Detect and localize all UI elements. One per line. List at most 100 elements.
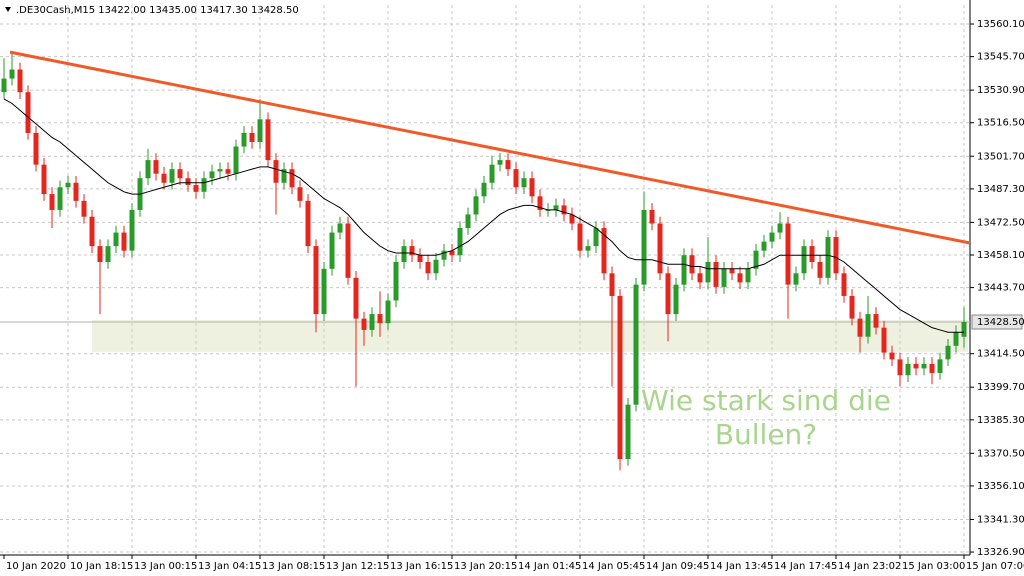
candle-body xyxy=(361,318,367,330)
candle-body xyxy=(601,228,607,274)
candle-body xyxy=(281,169,287,183)
candle-body xyxy=(529,178,535,197)
candle-body xyxy=(721,268,727,287)
x-tick-label: 13 Jan 08:15 xyxy=(262,561,325,572)
candle-body xyxy=(745,268,751,283)
candle-body xyxy=(625,404,631,459)
candle-body xyxy=(945,345,951,360)
candle-body xyxy=(97,246,103,262)
candle-body xyxy=(865,314,871,337)
candle-body xyxy=(89,216,95,247)
candle-body xyxy=(385,300,391,324)
y-tick-label: 13530.90 xyxy=(977,85,1024,96)
candle-body xyxy=(329,232,335,269)
candle-body xyxy=(505,160,511,170)
candle-body xyxy=(257,119,263,142)
candle-body xyxy=(825,237,831,278)
x-tick-label: 13 Jan 00:15 xyxy=(134,561,197,572)
candle-body xyxy=(105,246,111,262)
menu-arrow[interactable] xyxy=(5,7,11,12)
candle-body xyxy=(769,232,775,242)
candle-body xyxy=(681,255,687,285)
x-tick-label: 14 Jan 23:02 xyxy=(838,561,901,572)
candle-body xyxy=(521,178,527,188)
y-tick-label: 13370.50 xyxy=(977,448,1024,459)
y-tick-label: 13399.70 xyxy=(977,382,1024,393)
candle-body xyxy=(761,241,767,251)
candle-body xyxy=(585,246,591,251)
candle-body xyxy=(553,205,559,210)
candle-body xyxy=(113,232,119,247)
candle-body xyxy=(73,182,79,201)
candle-body xyxy=(305,200,311,247)
y-tick-label: 13458.10 xyxy=(977,250,1024,261)
candle-body xyxy=(705,261,711,283)
candle-body xyxy=(849,295,855,319)
annotation: Bullen? xyxy=(715,418,817,451)
candle-body xyxy=(417,255,423,262)
candle-body xyxy=(689,255,695,274)
candle-body xyxy=(921,363,927,369)
candle-body xyxy=(833,237,839,274)
x-tick-label: 10 Jan 18:15 xyxy=(70,561,133,572)
x-tick-label: 13 Jan 04:15 xyxy=(198,561,261,572)
candle-body xyxy=(297,187,303,201)
candle-body xyxy=(457,228,463,256)
candle-body xyxy=(449,250,455,256)
candle-body xyxy=(25,92,31,133)
candle-body xyxy=(617,295,623,459)
last-price-box xyxy=(971,314,1023,330)
candle-body xyxy=(337,223,343,233)
candle-body xyxy=(889,352,895,360)
x-tick-label: 14 Jan 13:45 xyxy=(710,561,773,572)
candle-body xyxy=(209,171,215,179)
x-tick-label: 14 Jan 09:45 xyxy=(646,561,709,572)
candle-body xyxy=(129,209,135,251)
candle-body xyxy=(897,359,903,376)
candle-body xyxy=(401,246,407,262)
candle-body xyxy=(121,232,127,251)
candle-body xyxy=(369,314,375,330)
last-price-label: 13428.50 xyxy=(977,317,1024,328)
candle-body xyxy=(817,261,823,278)
candle-body xyxy=(265,119,271,161)
candle-body xyxy=(201,178,207,192)
candle-body xyxy=(537,196,543,210)
candle-body xyxy=(225,169,231,174)
support-zone xyxy=(92,319,968,352)
candle-body xyxy=(697,273,703,283)
x-tick-label: 15 Jan 03:00 xyxy=(902,561,965,572)
candle-body xyxy=(161,173,167,183)
candle-body xyxy=(657,223,663,274)
y-tick-label: 13516.50 xyxy=(977,118,1024,129)
x-tick-label: 13 Jan 20:15 xyxy=(454,561,517,572)
candle-body xyxy=(185,178,191,186)
y-tick-label: 13501.70 xyxy=(977,151,1024,162)
candle-body xyxy=(905,363,911,376)
candle-body xyxy=(425,261,431,274)
x-tick-label: 14 Jan 01:45 xyxy=(518,561,581,572)
candle-body xyxy=(441,250,447,260)
candle-body xyxy=(393,261,399,301)
candle-body xyxy=(881,327,887,353)
candle-body xyxy=(673,284,679,315)
candle-body xyxy=(937,359,943,373)
candle-body xyxy=(17,69,23,93)
candle-body xyxy=(953,332,959,346)
candle-body xyxy=(81,200,87,217)
candle-body xyxy=(41,164,47,195)
candle-body xyxy=(465,214,471,229)
y-tick-label: 13414.50 xyxy=(977,349,1024,360)
x-tick-label: 13 Jan 16:15 xyxy=(390,561,453,572)
candle-body xyxy=(65,182,71,188)
candle-body xyxy=(321,268,327,315)
x-tick-label: 15 Jan 07:00 xyxy=(966,561,1024,572)
candle-body xyxy=(857,318,863,337)
y-tick-label: 13356.10 xyxy=(977,481,1024,492)
x-tick-label: 13 Jan 12:15 xyxy=(326,561,389,572)
candle-body xyxy=(241,132,247,147)
candle-body xyxy=(753,250,759,269)
candle-body xyxy=(513,169,519,188)
candle-body xyxy=(273,160,279,183)
